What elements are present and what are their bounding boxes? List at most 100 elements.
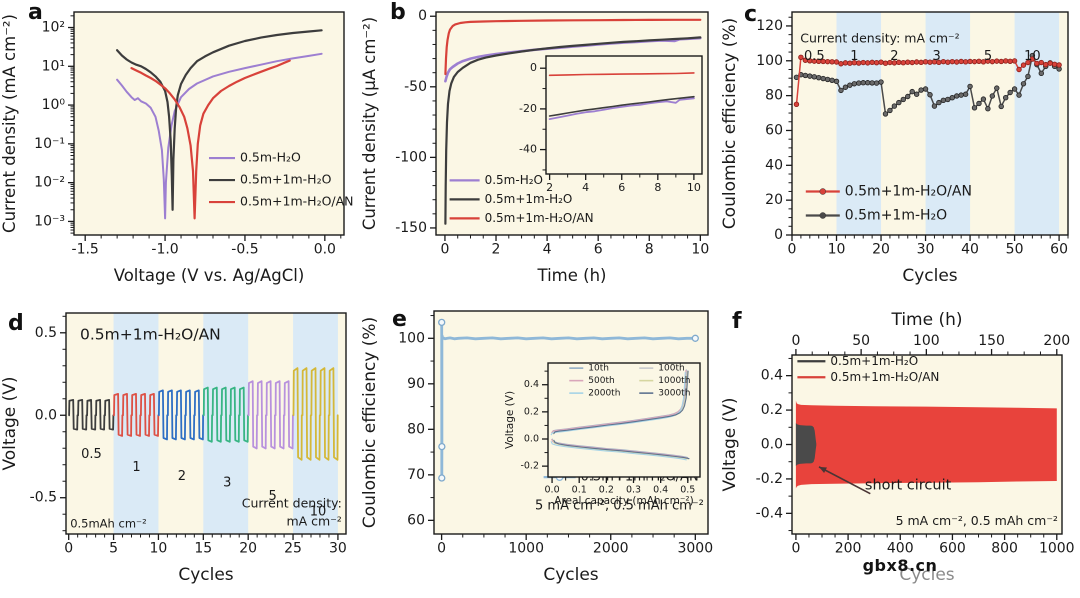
svg-text:-1.5: -1.5: [72, 242, 99, 258]
svg-text:0.0: 0.0: [545, 484, 560, 495]
svg-text:-100: -100: [395, 149, 427, 165]
panel-d: d 0 5 10 15 20 25 30 0.5 0.0 -0.5 Cycles Voltage (V…: [0, 299, 360, 598]
svg-text:100: 100: [913, 333, 940, 349]
svg-text:3: 3: [932, 49, 940, 64]
svg-text:0.2: 0.2: [524, 406, 539, 417]
svg-text:50: 50: [852, 333, 870, 349]
svg-text:8: 8: [654, 181, 661, 194]
svg-text:2: 2: [546, 181, 553, 194]
svg-text:0.5m+1m-H₂O: 0.5m+1m-H₂O: [845, 208, 947, 224]
svg-text:50: 50: [1006, 242, 1024, 258]
svg-text:0.4: 0.4: [761, 368, 783, 384]
svg-text:3000: 3000: [677, 541, 713, 557]
svg-text:short circuit: short circuit: [865, 478, 952, 494]
svg-text:2: 2: [178, 469, 186, 484]
svg-text:Current density (mA cm⁻²): Current density (mA cm⁻²): [0, 14, 19, 233]
svg-text:6: 6: [618, 181, 625, 194]
svg-text:Time (h): Time (h): [890, 310, 962, 330]
svg-text:-40: -40: [519, 143, 537, 156]
svg-text:5: 5: [109, 541, 118, 557]
svg-text:600: 600: [939, 541, 966, 557]
svg-text:0: 0: [530, 61, 537, 74]
svg-text:0.5m+1m-H₂O/AN: 0.5m+1m-H₂O/AN: [845, 184, 972, 200]
voltage-capacity-inset-chart: 0.0 0.1 0.2 0.3 0.4 0.5 0.4 0.2 0.0 -0.2 Areal cap…: [504, 362, 701, 507]
svg-text:-0.5: -0.5: [30, 490, 57, 506]
svg-text:0.5: 0.5: [804, 49, 825, 64]
svg-text:0.5: 0.5: [35, 325, 57, 341]
svg-text:0: 0: [774, 227, 783, 243]
svg-text:3: 3: [223, 476, 231, 491]
svg-text:0.5m+1m-H₂O/AN: 0.5m+1m-H₂O/AN: [485, 211, 594, 225]
svg-text:0.5m+1m-H₂O/AN: 0.5m+1m-H₂O/AN: [80, 326, 221, 344]
panel-letter-a: a: [28, 0, 43, 25]
svg-text:0: 0: [791, 541, 800, 557]
svg-text:1000: 1000: [1039, 541, 1075, 557]
svg-text:100th: 100th: [658, 364, 684, 374]
svg-text:Time (h): Time (h): [537, 266, 607, 285]
symmetric-cell-cycling-chart: 0 200 400 600 800 1000 0.4 0.2 0.0 -0.2 -0.4 0 50 100…: [720, 310, 1075, 585]
svg-text:0.2: 0.2: [761, 402, 783, 418]
svg-text:500th: 500th: [588, 376, 614, 386]
svg-text:120: 120: [756, 18, 783, 34]
panel-letter-b: b: [390, 0, 406, 25]
svg-text:4: 4: [582, 181, 589, 194]
svg-text:2000th: 2000th: [588, 389, 620, 399]
svg-text:0.5: 0.5: [81, 447, 102, 462]
svg-text:100: 100: [756, 53, 783, 69]
svg-text:Current density: mA cm⁻²: Current density: mA cm⁻²: [800, 30, 959, 45]
svg-text:100: 100: [398, 330, 425, 346]
svg-text:5: 5: [268, 489, 276, 504]
svg-text:5 mA cm⁻², 0.5 mAh cm⁻²: 5 mA cm⁻², 0.5 mAh cm⁻²: [535, 499, 704, 514]
svg-text:10: 10: [828, 242, 846, 258]
svg-text:0: 0: [791, 333, 800, 349]
svg-text:0.5m-H₂O: 0.5m-H₂O: [485, 173, 543, 187]
svg-text:20: 20: [872, 242, 890, 258]
tafel-plot-chart: -1.5 -1.0 -0.5 0.0 10² 10¹ 10⁰ 10⁻¹ 10⁻² 10⁻³ Volt…: [0, 11, 354, 285]
svg-text:1000: 1000: [508, 541, 544, 557]
svg-text:10²: 10²: [42, 20, 65, 36]
svg-text:Voltage (V): Voltage (V): [720, 397, 740, 491]
svg-text:10th: 10th: [588, 364, 609, 374]
svg-text:0.5m+1m-H₂O/AN: 0.5m+1m-H₂O/AN: [240, 194, 354, 209]
svg-text:0.4: 0.4: [653, 484, 668, 495]
svg-text:0.0: 0.0: [761, 437, 783, 453]
svg-text:-0.2: -0.2: [520, 461, 539, 472]
svg-text:Current density:: Current density:: [242, 496, 342, 511]
svg-text:60: 60: [765, 122, 783, 138]
svg-text:Voltage (V): Voltage (V): [0, 376, 20, 470]
svg-text:0: 0: [437, 541, 446, 557]
svg-text:10: 10: [150, 541, 168, 557]
svg-text:1000th: 1000th: [658, 376, 690, 386]
svg-text:-150: -150: [395, 220, 427, 236]
svg-text:-0.5: -0.5: [231, 242, 258, 258]
svg-text:2: 2: [890, 49, 898, 64]
svg-text:80: 80: [407, 421, 425, 437]
svg-text:10⁰: 10⁰: [42, 97, 66, 113]
svg-text:0.4: 0.4: [524, 379, 539, 390]
panel-b: b 0 2 4 6 8 10 0 -50 -100 -150 Time (h) Current den…: [360, 0, 720, 299]
svg-text:5: 5: [984, 49, 992, 64]
svg-text:-20: -20: [519, 102, 537, 115]
svg-text:0.5: 0.5: [680, 484, 695, 495]
svg-text:0: 0: [440, 242, 449, 258]
svg-text:200: 200: [1043, 333, 1070, 349]
svg-text:Cycles: Cycles: [543, 565, 598, 585]
svg-text:3000th: 3000th: [658, 389, 690, 399]
svg-text:30: 30: [329, 541, 347, 557]
svg-text:mA cm⁻²: mA cm⁻²: [286, 513, 341, 528]
svg-text:0: 0: [64, 541, 73, 557]
svg-text:20: 20: [239, 541, 257, 557]
rate-coulombic-efficiency-chart: 0 10 20 30 40 50 60 0 20 40 60 80 100 120 Cycles Coulom…: [720, 11, 1069, 286]
panel-e: e 0 1000 2000 3000 60 70 80 90 100 Cycles Coulombi…: [360, 299, 720, 598]
svg-text:150: 150: [978, 333, 1005, 349]
svg-text:10: 10: [310, 504, 327, 519]
svg-text:1: 1: [850, 49, 858, 64]
svg-text:40: 40: [765, 157, 783, 173]
svg-text:15: 15: [194, 541, 212, 557]
svg-text:8: 8: [645, 242, 654, 258]
svg-text:30: 30: [917, 242, 935, 258]
svg-text:10⁻²: 10⁻²: [34, 175, 65, 191]
svg-text:6: 6: [594, 242, 603, 258]
panel-c: c 0 10 20 30 40 50 60 0 20 40 60 80 100 120 Cycles Coul…: [720, 0, 1080, 299]
